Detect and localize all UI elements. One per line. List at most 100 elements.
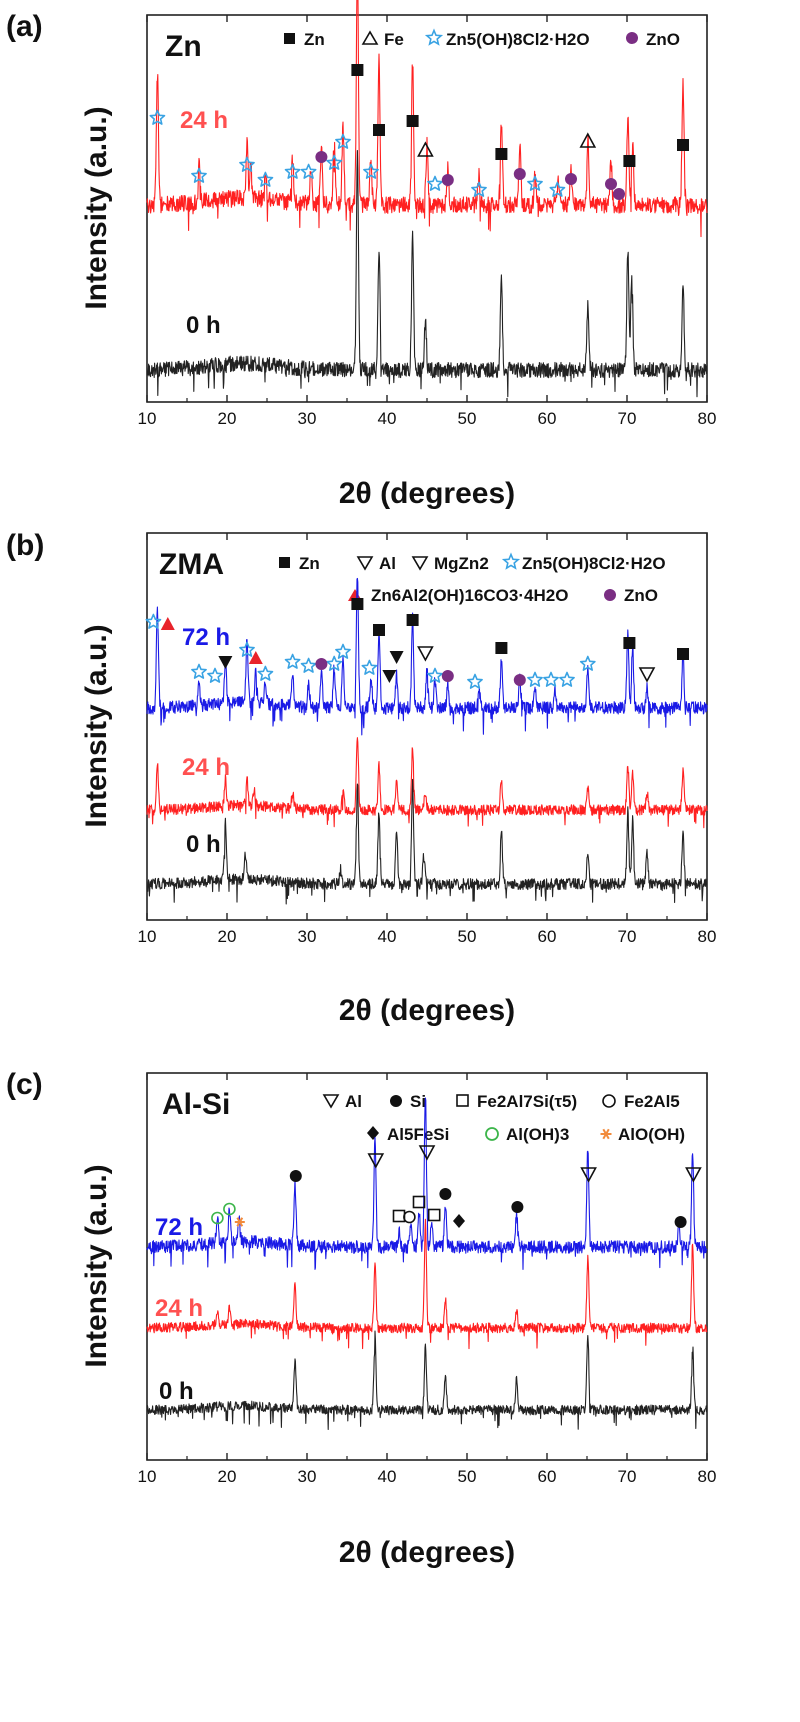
x-tick-label: 20	[218, 927, 237, 946]
series-trace-24h	[146, 0, 708, 238]
legend-circle-filled-icon	[626, 32, 638, 44]
peak-marker-circle-filled-icon	[674, 1216, 687, 1228]
panel-c-legend-al5fesi: Al5FeSi	[367, 1125, 449, 1144]
peak-marker-star-icon	[239, 156, 255, 172]
panel-a-legend-zno-label: ZnO	[646, 30, 680, 49]
peak-marker-circle-filled-icon	[511, 1201, 524, 1213]
panel-a-series-label-24h: 24 h	[180, 107, 228, 134]
panel-b-legend-zno-label: ZnO	[624, 586, 658, 605]
peak-marker-star-icon	[471, 181, 487, 197]
peak-marker-star-icon	[257, 665, 274, 681]
peak-marker-circle-filled-icon	[439, 1188, 452, 1200]
peak-marker-diamond-filled-icon	[453, 1214, 465, 1228]
x-tick-label: 80	[698, 409, 717, 428]
peak-marker-circle-filled-icon	[513, 168, 526, 180]
panel-a-label: (a)	[6, 10, 43, 43]
panel-c-y-axis-title: Intensity (a.u.)	[80, 1164, 113, 1367]
legend-asterisk-icon	[600, 1128, 612, 1140]
peak-marker-triangle-down-open-icon	[580, 1167, 597, 1183]
panel-a-legend-fe-label: Fe	[384, 30, 404, 49]
series-trace-24h	[146, 1218, 708, 1350]
peak-marker-circle-filled-icon	[289, 1170, 302, 1182]
panel-c-traces	[146, 1097, 708, 1431]
legend-triangle-down-open-icon	[411, 556, 429, 571]
peak-marker-triangle-down-open-icon	[418, 1145, 436, 1161]
peak-marker-square-open-icon	[392, 1209, 406, 1223]
peak-marker-star-icon	[207, 667, 223, 683]
x-tick-label: 80	[698, 927, 717, 946]
peak-marker-star-icon	[527, 671, 543, 687]
x-tick-label: 10	[138, 409, 157, 428]
x-tick-label: 50	[458, 927, 477, 946]
peak-marker-triangle-down-filled-icon	[389, 651, 404, 664]
legend-square-filled-icon	[284, 33, 295, 44]
peak-marker-circle-open-icon	[211, 1211, 224, 1225]
panel-a-series-label-0h: 0 h	[186, 312, 221, 339]
peak-marker-circle-filled-icon	[315, 151, 328, 163]
peak-marker-star-icon	[300, 657, 317, 673]
peak-marker-square-filled-icon	[677, 139, 689, 151]
panel-a-material-title: Zn	[165, 30, 202, 63]
peak-marker-star-icon	[145, 613, 162, 629]
peak-marker-triangle-up-filled-icon	[248, 651, 263, 664]
legend-star-icon	[501, 552, 521, 570]
panel-a-legend-zn: Zn	[284, 30, 325, 49]
panel-c-legend-si: Si	[390, 1092, 426, 1111]
x-tick-label: 40	[378, 1467, 397, 1486]
peak-marker-triangle-down-open-icon	[367, 1153, 385, 1169]
peak-marker-star-icon	[527, 175, 543, 191]
peak-marker-asterisk-icon	[234, 1217, 245, 1227]
x-tick-label: 70	[618, 1467, 637, 1486]
x-tick-label: 40	[378, 927, 397, 946]
peak-marker-triangle-up-open-icon	[579, 132, 597, 148]
panel-c-legend-fe2al5: Fe2Al5	[602, 1092, 680, 1111]
peak-marker-triangle-down-open-icon	[417, 646, 434, 662]
peak-marker-circle-filled-icon	[565, 173, 577, 185]
legend-square-open-icon	[456, 1094, 469, 1107]
peak-marker-star-icon	[549, 181, 566, 197]
peak-marker-square-open-icon	[427, 1208, 441, 1222]
panel-a-legend: Zn Fe Zn5(OH)8Cl2·H2O ZnO	[284, 28, 680, 49]
peak-marker-star-icon	[543, 671, 559, 687]
legend-circle-open-icon	[485, 1127, 499, 1141]
panel-c-legend-fe2al7si-label: Fe2Al7Si(τ5)	[477, 1092, 577, 1111]
panel-b-series-label-24h: 24 h	[182, 754, 230, 781]
peak-marker-square-filled-icon	[623, 155, 636, 167]
x-tick-label: 50	[458, 409, 477, 428]
x-tick-label: 60	[538, 927, 557, 946]
panel-b-material-title: ZMA	[159, 548, 224, 581]
panel-a-legend-zn5-label: Zn5(OH)8Cl2·H2O	[446, 30, 590, 49]
peak-marker-star-icon	[191, 167, 207, 183]
panel-c-peak-markers	[211, 1145, 702, 1228]
peak-marker-circle-filled-icon	[441, 670, 454, 682]
peak-marker-star-icon	[191, 663, 207, 679]
peak-marker-square-filled-icon	[406, 115, 419, 127]
panel-b-series-label-0h: 0 h	[186, 831, 221, 858]
peak-marker-star-icon	[300, 163, 317, 179]
x-tick-label: 70	[618, 927, 637, 946]
peak-marker-square-filled-icon	[677, 648, 689, 660]
legend-circle-filled-icon	[390, 1095, 402, 1107]
panel-c-legend-si-label: Si	[410, 1092, 426, 1111]
panel-b-legend-zn6al2: Zn6Al2(OH)16CO3·4H2O	[348, 586, 568, 605]
panel-c-legend-al: Al	[322, 1092, 362, 1111]
panel-c-legend-aloh3-label: Al(OH)3	[506, 1125, 569, 1144]
peak-marker-star-icon	[257, 171, 274, 187]
x-tick-label: 10	[138, 1467, 157, 1486]
x-tick-label: 30	[298, 1467, 317, 1486]
panel-c-x-axis-title: 2θ (degrees)	[339, 1536, 515, 1569]
panel-b-legend-zn: Zn	[279, 554, 320, 573]
series-trace-0h	[146, 778, 708, 905]
legend-triangle-down-open-icon	[356, 556, 374, 571]
panel-b-legend-zn6al2-label: Zn6Al2(OH)16CO3·4H2O	[371, 586, 568, 605]
panel-b-y-axis-title: Intensity (a.u.)	[80, 624, 113, 827]
peak-marker-star-icon	[284, 653, 301, 669]
panel-b-legend-al-label: Al	[379, 554, 396, 573]
panel-b: (b) ZMA 10 20 30 40 50 60 70 80 2θ (degrees) In…	[6, 529, 716, 1027]
panel-b-label: (b)	[6, 529, 44, 562]
peak-marker-circle-filled-icon	[315, 658, 328, 670]
legend-diamond-filled-icon	[367, 1126, 379, 1140]
peak-marker-square-filled-icon	[406, 614, 419, 626]
